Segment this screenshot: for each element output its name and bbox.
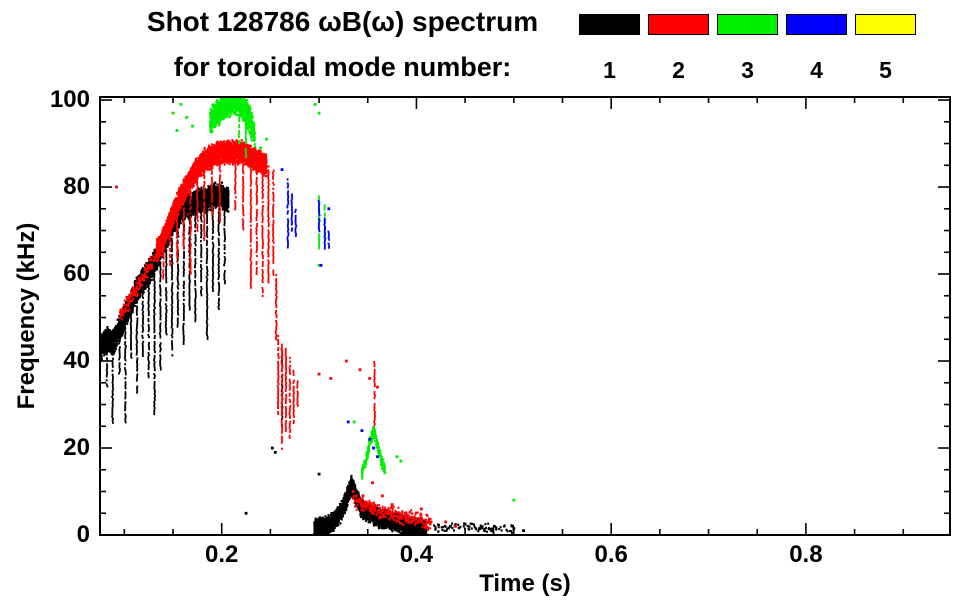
legend-label-mode-4: 4 (810, 57, 823, 83)
chart-title: Shot 128786 ωB(ω) spectrum (146, 6, 539, 37)
legend-label-mode-2: 2 (672, 57, 685, 83)
legend-swatch-mode-1 (579, 14, 640, 35)
legend-swatch-mode-2 (648, 14, 709, 35)
legend-label-mode-3: 3 (741, 57, 754, 83)
legend-numbers: 1 2 3 4 5 (579, 57, 916, 84)
legend-label-mode-5: 5 (879, 57, 892, 83)
legend-label-mode-1: 1 (603, 57, 616, 83)
chart-subtitle: for toroidal mode number: (173, 52, 512, 82)
y-axis-label: Frequency (kHz) (13, 222, 40, 410)
x-axis-label: Time (s) (479, 570, 571, 597)
legend-swatch-mode-5 (855, 14, 916, 35)
legend-swatches (579, 14, 916, 35)
legend-swatch-mode-3 (717, 14, 778, 35)
legend-swatch-mode-4 (786, 14, 847, 35)
